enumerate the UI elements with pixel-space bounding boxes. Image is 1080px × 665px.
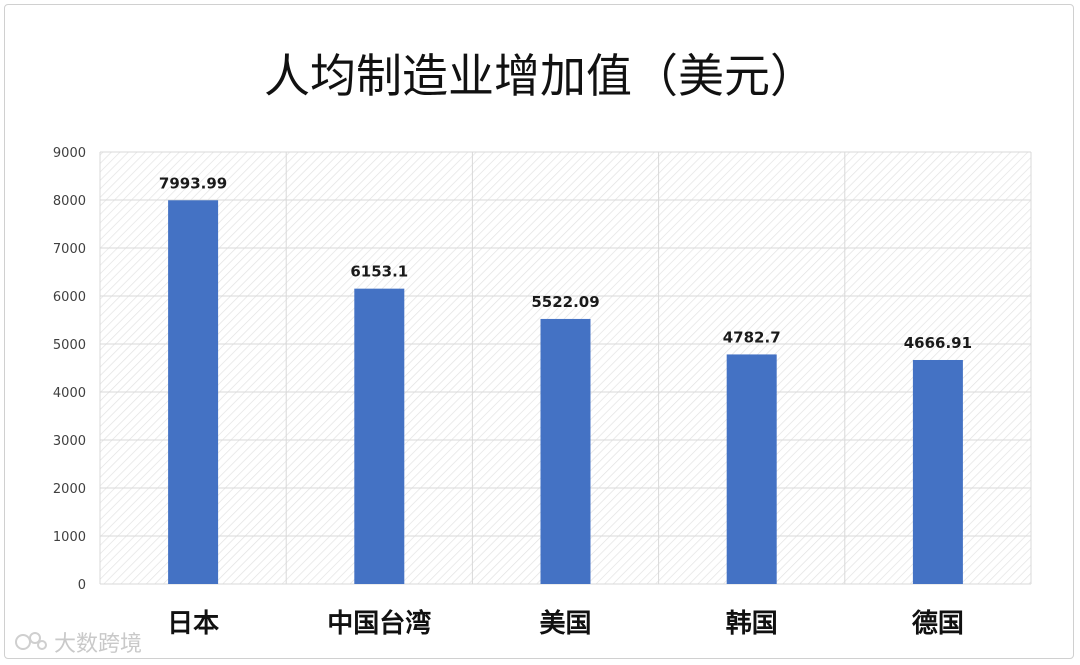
data-label: 5522.09 (531, 293, 599, 311)
y-tick-label: 7000 (53, 242, 86, 257)
bar (354, 288, 405, 584)
data-label: 4666.91 (904, 334, 972, 352)
watermark: 大数跨境 (14, 628, 143, 657)
y-tick-label: 1000 (53, 530, 86, 545)
chart-frame (4, 4, 1074, 659)
watermark-text: 大数跨境 (54, 632, 143, 657)
x-tick-label: 日本 (167, 609, 219, 639)
data-label: 4782.7 (723, 328, 781, 346)
x-tick-label: 美国 (539, 608, 591, 639)
x-tick-label: 德国 (912, 609, 964, 639)
y-tick-label: 5000 (53, 338, 86, 353)
bar (168, 200, 219, 584)
y-tick-label: 0 (78, 578, 86, 593)
y-tick-label: 3000 (53, 434, 86, 449)
data-label: 7993.99 (159, 174, 227, 192)
y-tick-label: 4000 (53, 386, 86, 401)
chart-title: 人均制造业增加值（美元） (264, 49, 816, 103)
x-tick-label: 韩国 (726, 609, 778, 639)
y-tick-label: 9000 (53, 146, 86, 161)
bar (726, 354, 777, 584)
y-tick-label: 8000 (53, 194, 86, 209)
y-tick-label: 6000 (53, 290, 86, 305)
x-tick-label: 中国台湾 (327, 608, 431, 639)
logo-icon (15, 632, 47, 650)
bar (540, 318, 591, 584)
data-label: 6153.1 (350, 263, 408, 281)
y-tick-label: 2000 (53, 482, 86, 497)
bar (912, 359, 963, 584)
